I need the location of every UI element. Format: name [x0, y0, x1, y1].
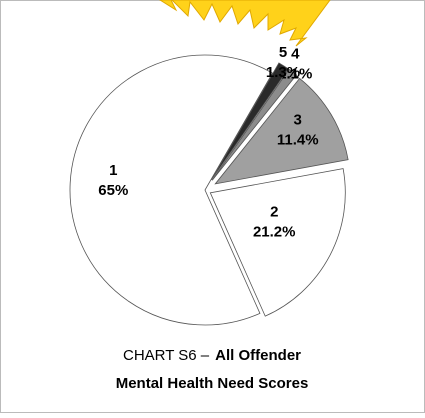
sun-decoration — [159, 0, 331, 47]
value-label: 1.3% — [266, 64, 300, 81]
category-label: 3 — [294, 112, 302, 129]
pie-slice — [214, 77, 349, 185]
category-label: 5 — [279, 44, 287, 61]
value-label: 65% — [98, 182, 128, 199]
value-label: 21.2% — [253, 224, 296, 241]
caption-title: All Offender — [215, 347, 301, 364]
caption-line-1: CHART S6 – All Offender — [123, 347, 301, 364]
value-label: 11.4% — [277, 132, 319, 149]
category-label: 2 — [270, 204, 278, 221]
pie-slice — [211, 62, 289, 181]
caption-prefix: CHART S6 – — [123, 347, 210, 364]
pie-slice — [211, 68, 298, 181]
pie-slice — [69, 54, 274, 326]
category-label: 1 — [109, 162, 117, 179]
pie-slice — [209, 168, 346, 317]
caption-title: Mental Health Need Scores — [116, 375, 309, 392]
category-label: 4 — [291, 46, 300, 63]
